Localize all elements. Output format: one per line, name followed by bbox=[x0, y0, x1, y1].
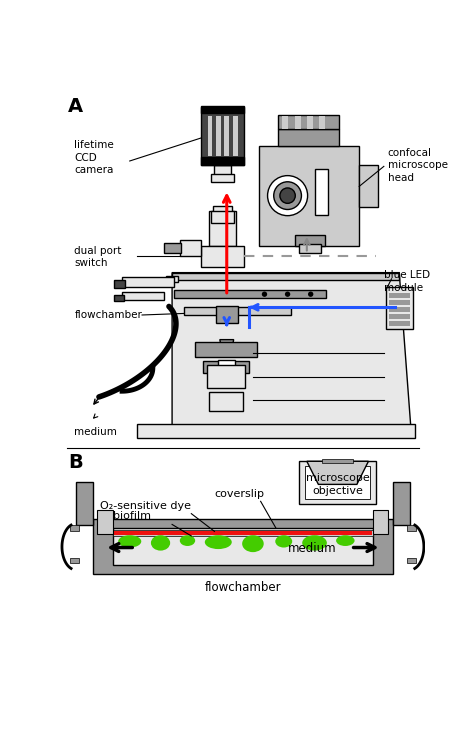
Text: medium: medium bbox=[288, 542, 336, 555]
Bar bbox=[211, 174, 234, 182]
Bar bbox=[76, 482, 93, 525]
Bar bbox=[214, 165, 231, 180]
Bar bbox=[207, 365, 245, 388]
Text: O₂-sensitive dye: O₂-sensitive dye bbox=[100, 501, 191, 512]
Text: blue LED
module: blue LED module bbox=[384, 270, 430, 293]
Bar bbox=[295, 235, 325, 246]
Bar bbox=[389, 300, 410, 305]
Bar bbox=[114, 280, 125, 288]
Bar bbox=[208, 116, 212, 157]
Text: coverslip: coverslip bbox=[214, 489, 264, 499]
Bar bbox=[389, 321, 410, 326]
Bar bbox=[209, 211, 236, 246]
Bar bbox=[389, 294, 410, 298]
Bar bbox=[166, 276, 178, 282]
Ellipse shape bbox=[336, 535, 355, 546]
Bar bbox=[164, 242, 182, 253]
Bar bbox=[201, 157, 244, 165]
Bar bbox=[70, 525, 79, 531]
Bar bbox=[213, 206, 232, 215]
Text: confocal
microscope
head: confocal microscope head bbox=[388, 148, 447, 183]
Bar bbox=[307, 116, 313, 129]
Bar bbox=[216, 116, 220, 157]
Bar bbox=[278, 129, 339, 146]
Bar bbox=[407, 558, 416, 563]
Bar bbox=[373, 509, 389, 534]
Bar bbox=[70, 558, 79, 563]
Circle shape bbox=[224, 348, 230, 354]
Text: B: B bbox=[68, 453, 83, 472]
Ellipse shape bbox=[242, 535, 264, 552]
Bar bbox=[183, 307, 292, 315]
Bar bbox=[195, 342, 257, 357]
Bar bbox=[278, 115, 339, 129]
Text: lifetime
CCD
camera: lifetime CCD camera bbox=[74, 141, 114, 175]
Text: flowchamber: flowchamber bbox=[205, 580, 281, 594]
Bar bbox=[180, 240, 201, 255]
Bar bbox=[319, 116, 325, 129]
Bar bbox=[209, 392, 243, 411]
Bar bbox=[113, 530, 373, 536]
Polygon shape bbox=[307, 461, 368, 485]
Text: microscope
objective: microscope objective bbox=[306, 473, 370, 496]
Circle shape bbox=[262, 291, 267, 297]
Bar bbox=[407, 525, 416, 531]
Bar bbox=[137, 425, 415, 438]
Bar bbox=[322, 459, 353, 463]
Bar bbox=[389, 307, 410, 312]
Bar bbox=[294, 116, 301, 129]
Polygon shape bbox=[220, 340, 234, 351]
Bar bbox=[97, 509, 113, 534]
Bar bbox=[389, 314, 410, 319]
Bar bbox=[93, 519, 393, 575]
Bar bbox=[114, 295, 124, 301]
Ellipse shape bbox=[118, 535, 141, 548]
Text: medium: medium bbox=[74, 427, 117, 437]
Bar bbox=[203, 361, 249, 373]
Bar bbox=[201, 107, 244, 165]
Bar bbox=[122, 277, 174, 286]
Circle shape bbox=[273, 182, 301, 209]
Bar bbox=[201, 246, 244, 267]
Bar bbox=[219, 360, 235, 371]
Circle shape bbox=[285, 291, 290, 297]
Polygon shape bbox=[172, 272, 411, 427]
Bar bbox=[299, 461, 376, 504]
Bar bbox=[233, 116, 237, 157]
Bar bbox=[315, 168, 328, 215]
Bar bbox=[282, 116, 288, 129]
Ellipse shape bbox=[205, 535, 232, 549]
Bar bbox=[259, 146, 359, 246]
Bar bbox=[114, 531, 372, 535]
Bar bbox=[174, 291, 326, 298]
Text: dual port
switch: dual port switch bbox=[74, 246, 122, 268]
Bar bbox=[201, 105, 244, 113]
Bar bbox=[122, 292, 164, 299]
Ellipse shape bbox=[151, 535, 170, 550]
Ellipse shape bbox=[302, 535, 327, 550]
Bar bbox=[225, 116, 229, 157]
Bar bbox=[299, 244, 321, 253]
Bar bbox=[305, 466, 370, 499]
Circle shape bbox=[267, 176, 308, 216]
Bar bbox=[359, 165, 378, 207]
Bar bbox=[113, 529, 373, 565]
Bar bbox=[386, 286, 413, 329]
Text: biofilm: biofilm bbox=[113, 512, 151, 521]
Text: flowchamber: flowchamber bbox=[74, 310, 142, 320]
Bar bbox=[216, 306, 237, 323]
Ellipse shape bbox=[275, 535, 292, 548]
Circle shape bbox=[280, 188, 295, 203]
Bar bbox=[210, 211, 235, 223]
Circle shape bbox=[308, 291, 313, 297]
Ellipse shape bbox=[180, 535, 195, 546]
Text: A: A bbox=[68, 97, 83, 116]
Bar bbox=[172, 272, 399, 280]
Bar bbox=[393, 482, 410, 525]
